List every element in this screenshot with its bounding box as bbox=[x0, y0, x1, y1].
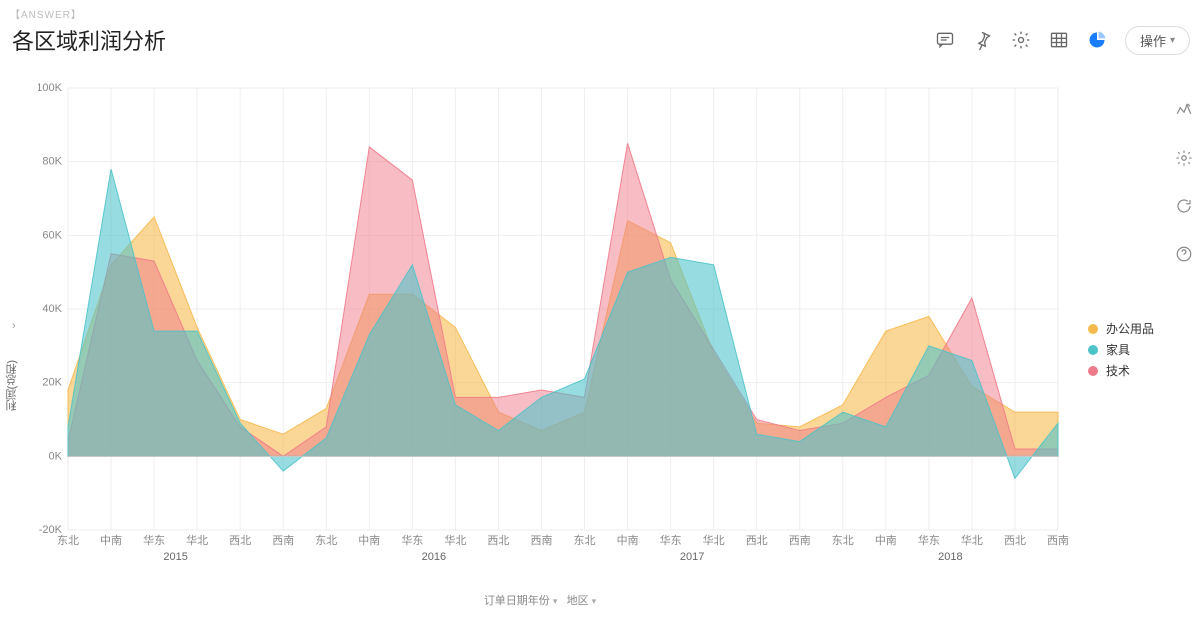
header: 各区域利润分析 操作 ▾ bbox=[12, 20, 1190, 60]
svg-text:2018: 2018 bbox=[938, 551, 962, 563]
answer-tag: 【ANSWER】 bbox=[10, 6, 82, 21]
legend-dot bbox=[1088, 324, 1098, 334]
svg-text:东北: 东北 bbox=[57, 534, 79, 547]
svg-text:华东: 华东 bbox=[401, 533, 423, 547]
page-title: 各区域利润分析 bbox=[12, 24, 166, 56]
y-axis-label: 利润(总和) bbox=[4, 360, 20, 411]
svg-text:中南: 中南 bbox=[617, 534, 639, 547]
chart-icon[interactable] bbox=[1087, 30, 1107, 50]
svg-text:80K: 80K bbox=[42, 156, 62, 168]
edit-chart-icon[interactable] bbox=[1174, 100, 1194, 120]
legend-item[interactable]: 家具 bbox=[1088, 341, 1154, 358]
chevron-down-icon: ▾ bbox=[1170, 35, 1175, 46]
legend: 办公用品家具技术 bbox=[1088, 320, 1154, 383]
svg-text:2017: 2017 bbox=[680, 551, 704, 563]
help-icon[interactable] bbox=[1174, 244, 1194, 264]
svg-text:西南: 西南 bbox=[530, 534, 552, 547]
svg-text:西北: 西北 bbox=[229, 534, 251, 547]
legend-dot bbox=[1088, 345, 1098, 355]
refresh-icon[interactable] bbox=[1174, 196, 1194, 216]
y-axis-toggle[interactable]: › bbox=[12, 320, 16, 332]
svg-text:中南: 中南 bbox=[358, 534, 380, 547]
svg-text:华北: 华北 bbox=[703, 533, 725, 547]
svg-text:西南: 西南 bbox=[272, 534, 294, 547]
svg-text:华东: 华东 bbox=[143, 533, 165, 547]
svg-text:2016: 2016 bbox=[422, 551, 446, 563]
legend-item[interactable]: 技术 bbox=[1088, 362, 1154, 379]
svg-text:0K: 0K bbox=[49, 450, 63, 462]
legend-label: 技术 bbox=[1106, 362, 1130, 379]
svg-text:40K: 40K bbox=[42, 303, 62, 315]
svg-text:西北: 西北 bbox=[746, 534, 768, 547]
svg-text:东北: 东北 bbox=[574, 534, 596, 547]
svg-text:60K: 60K bbox=[42, 229, 62, 241]
svg-text:华东: 华东 bbox=[918, 533, 940, 547]
svg-text:东北: 东北 bbox=[315, 534, 337, 547]
config-icon[interactable] bbox=[1174, 148, 1194, 168]
right-rail bbox=[1174, 100, 1194, 264]
operations-label: 操作 bbox=[1140, 31, 1166, 50]
settings-icon[interactable] bbox=[1011, 30, 1031, 50]
svg-text:东北: 东北 bbox=[832, 534, 854, 547]
legend-label: 办公用品 bbox=[1106, 320, 1154, 337]
svg-text:20K: 20K bbox=[42, 377, 62, 389]
svg-text:100K: 100K bbox=[38, 82, 63, 94]
chart-area: › 利润(总和) -20K0K20K40K60K80K100K东北中南华东华北西… bbox=[0, 70, 1080, 610]
pin-icon[interactable] bbox=[973, 30, 993, 50]
svg-text:华北: 华北 bbox=[186, 533, 208, 547]
comment-icon[interactable] bbox=[935, 30, 955, 50]
svg-text:中南: 中南 bbox=[875, 534, 897, 547]
svg-text:中南: 中南 bbox=[100, 534, 122, 547]
operations-button[interactable]: 操作 ▾ bbox=[1125, 26, 1190, 55]
legend-label: 家具 bbox=[1106, 341, 1130, 358]
x-axis-label: 订单日期年份 ▾ 地区 ▾ bbox=[0, 592, 1080, 608]
svg-text:华北: 华北 bbox=[444, 533, 466, 547]
svg-text:华东: 华东 bbox=[660, 533, 682, 547]
legend-item[interactable]: 办公用品 bbox=[1088, 320, 1154, 337]
legend-dot bbox=[1088, 366, 1098, 376]
svg-text:西南: 西南 bbox=[1047, 534, 1068, 547]
svg-text:西北: 西北 bbox=[487, 534, 509, 547]
toolbar: 操作 ▾ bbox=[935, 26, 1190, 55]
svg-text:华北: 华北 bbox=[961, 533, 983, 547]
table-icon[interactable] bbox=[1049, 30, 1069, 50]
chart-plot: -20K0K20K40K60K80K100K东北中南华东华北西北西南东北中南华东… bbox=[38, 80, 1068, 590]
svg-text:西北: 西北 bbox=[1004, 534, 1026, 547]
svg-text:西南: 西南 bbox=[789, 534, 811, 547]
svg-text:2015: 2015 bbox=[163, 551, 187, 563]
